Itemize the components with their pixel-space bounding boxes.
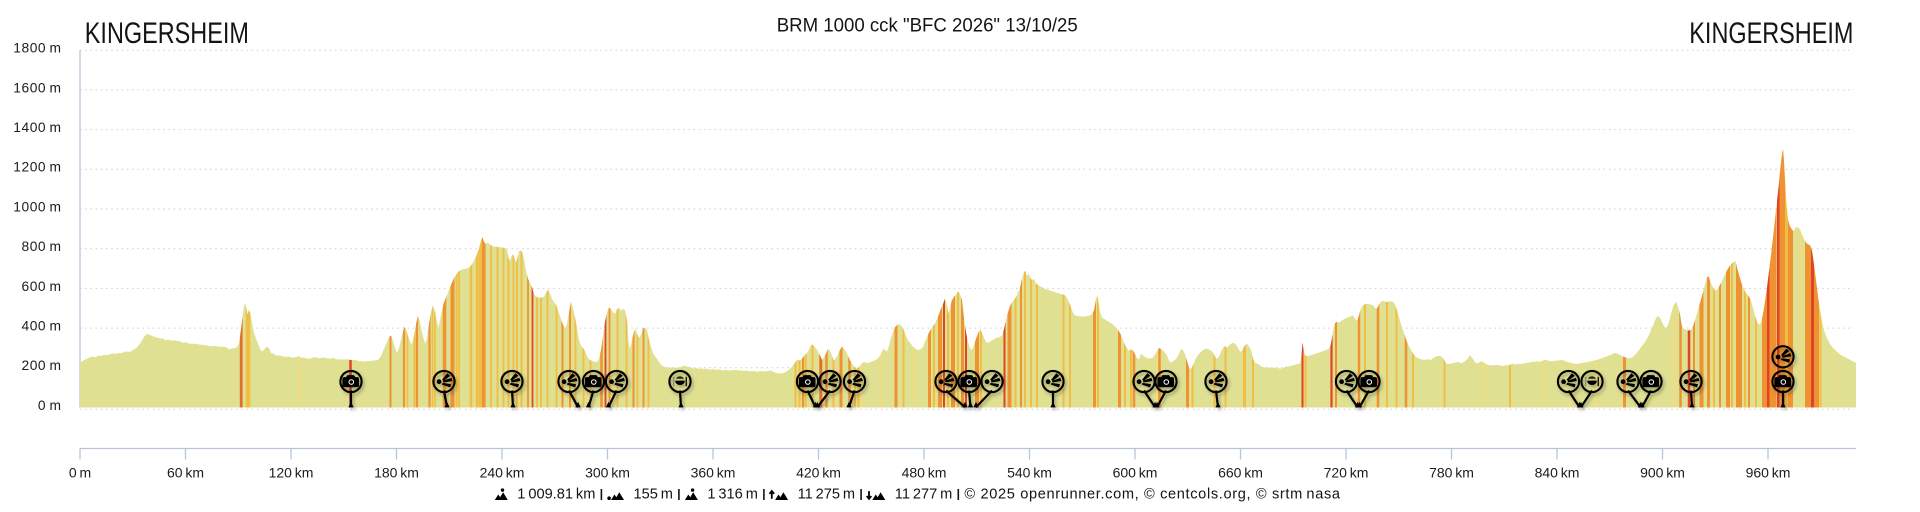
svg-text:400 m: 400 m — [21, 319, 61, 334]
svg-text:1 009.81 km: 1 009.81 km — [517, 487, 595, 503]
svg-text:780 km: 780 km — [1429, 465, 1474, 481]
svg-text:1 316 m: 1 316 m — [707, 487, 757, 503]
svg-text:BRM 1000 cck "BFC 2026" 13/10/: BRM 1000 cck "BFC 2026" 13/10/25 — [777, 15, 1078, 37]
svg-text:© 2025 openrunner.com, © centc: © 2025 openrunner.com, © centcols.org, ©… — [964, 487, 1340, 503]
svg-text:540 km: 540 km — [1007, 465, 1052, 481]
svg-text:11 275 m: 11 275 m — [798, 487, 856, 503]
svg-text:840 km: 840 km — [1535, 465, 1580, 481]
svg-text:1800 m: 1800 m — [13, 41, 61, 56]
svg-text:11 277 m: 11 277 m — [895, 487, 953, 503]
svg-text:1400 m: 1400 m — [13, 120, 61, 135]
svg-text:0 m: 0 m — [38, 398, 62, 413]
svg-text:480 km: 480 km — [902, 465, 947, 481]
svg-text:KINGERSHEIM: KINGERSHEIM — [1689, 16, 1853, 49]
svg-text:720 km: 720 km — [1324, 465, 1369, 481]
svg-text:960 km: 960 km — [1746, 465, 1791, 481]
svg-text:180 km: 180 km — [374, 465, 419, 481]
svg-text:155 m: 155 m — [634, 487, 673, 503]
svg-text:1600 m: 1600 m — [13, 80, 61, 95]
svg-text:240 km: 240 km — [480, 465, 525, 481]
svg-text:KINGERSHEIM: KINGERSHEIM — [85, 16, 249, 49]
svg-text:1200 m: 1200 m — [13, 160, 61, 175]
svg-text:420 km: 420 km — [796, 465, 841, 481]
svg-text:600 m: 600 m — [21, 279, 61, 294]
svg-text:120 km: 120 km — [269, 465, 314, 481]
svg-text:600 km: 600 km — [1113, 465, 1158, 481]
svg-text:800 m: 800 m — [21, 239, 61, 254]
svg-text:360 km: 360 km — [691, 465, 736, 481]
svg-text:200 m: 200 m — [21, 358, 61, 373]
svg-text:0 m: 0 m — [69, 465, 91, 481]
svg-text:1000 m: 1000 m — [13, 199, 61, 214]
svg-text:900 km: 900 km — [1640, 465, 1685, 481]
svg-text:300 km: 300 km — [585, 465, 630, 481]
svg-text:60 km: 60 km — [167, 465, 204, 481]
svg-text:660 km: 660 km — [1218, 465, 1263, 481]
